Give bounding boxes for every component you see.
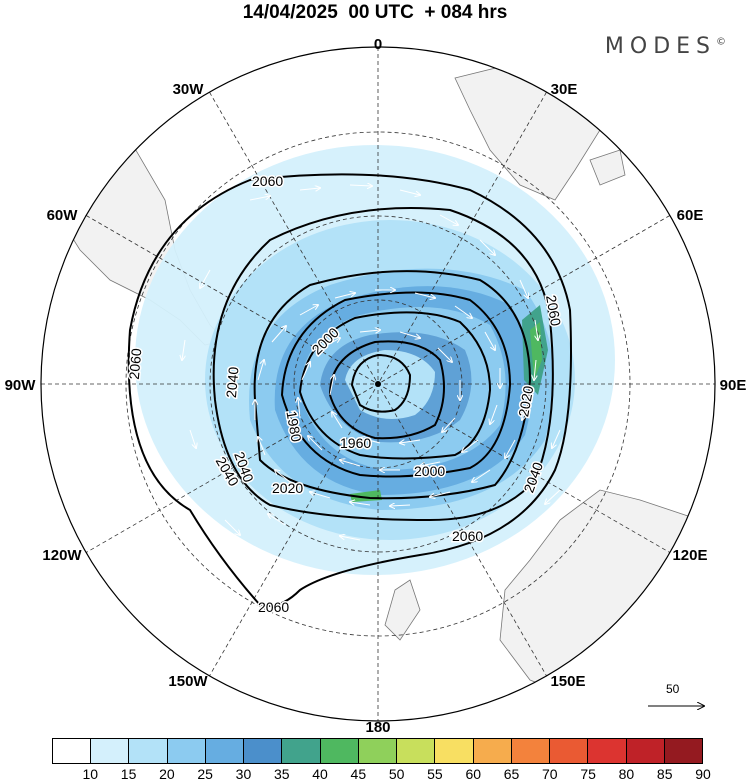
lon-label-30w: 30W	[173, 81, 205, 98]
colorbar-cell	[626, 739, 665, 763]
colorbar-cell	[244, 739, 283, 763]
colorbar-cell	[129, 739, 168, 763]
reference-vector-arrow	[648, 682, 720, 714]
new-zealand	[384, 579, 421, 641]
colorbar-tick-label: 75	[580, 766, 596, 782]
contour-2040	[212, 207, 554, 522]
contour-label: 1980	[283, 410, 304, 444]
contour-label: 2060	[252, 173, 283, 189]
brand-text: MODES	[604, 34, 716, 59]
colorbar-cell	[91, 739, 130, 763]
contour-label: 1960	[340, 435, 371, 451]
lon-label-150w: 150W	[168, 673, 208, 690]
reference-vector-label: 50	[666, 682, 680, 696]
colorbar-cell	[167, 739, 206, 763]
height-contours	[127, 173, 572, 607]
contour-label: 2000	[414, 463, 445, 479]
colorbar-tick-label: 70	[542, 766, 558, 782]
colorbar-tick-label: 40	[312, 766, 328, 782]
colorbar-tick-label: 90	[695, 766, 711, 782]
colorbar-tick-label: 60	[465, 766, 482, 782]
lon-label-0: 0	[374, 36, 382, 53]
colorbar-tick-label: 85	[656, 766, 673, 782]
contour-1940	[350, 353, 412, 413]
wind-vectors	[182, 185, 561, 541]
map-title: 14/04/2025 00 UTC + 084 hrs	[242, 2, 508, 23]
madagascar	[589, 149, 626, 186]
colorbar-tick-label: 55	[427, 766, 443, 782]
lon-label-150e: 150E	[550, 673, 585, 690]
colorbar-cell	[511, 739, 551, 763]
longitude-labels: 0 30E 60E 90E 120E 150E 180 150W 120W 90…	[5, 36, 747, 736]
colorbar-cell	[664, 739, 702, 763]
colorbar-tick-label: 80	[618, 766, 635, 782]
colorbar-labels: 10 15 20 25 30 35 40 45 50 55 60 65 70 75 80 85 90	[52, 766, 710, 782]
polar-map: 2060 2060 2060 2060 2060 2040 2040 2040 …	[5, 36, 747, 736]
colorbar-cell	[550, 739, 589, 763]
colorbar-cell	[397, 739, 436, 763]
colorbar-cell	[588, 739, 627, 763]
colorbar-cell	[320, 739, 359, 763]
colorbar-tick-label: 30	[235, 766, 252, 782]
colorbar-cell	[53, 739, 92, 763]
contour-1980	[298, 311, 492, 460]
colorbar-cell	[435, 739, 474, 763]
contour-2060	[127, 173, 572, 607]
colorbar-tick-label: 35	[273, 766, 290, 782]
lon-label-90e: 90E	[720, 377, 747, 394]
lon-label-60w: 60W	[47, 207, 79, 224]
contour-label: 2060	[126, 347, 145, 380]
colorbar-tick-label: 50	[388, 766, 405, 782]
colorbar-tick-label: 65	[503, 766, 520, 782]
contour-label-group: 2060 2060 2060 2060 2060 2040 2040 2040 …	[124, 172, 565, 617]
contour-label: 2020	[272, 480, 303, 496]
colorbar-tick-label: 15	[120, 766, 137, 782]
pole-marker	[375, 381, 381, 387]
colorbar-cell	[358, 739, 398, 763]
colorbar-tick-label: 20	[159, 766, 175, 782]
colorbar-tick-label: 45	[350, 766, 367, 782]
wind-speed-shading	[135, 145, 615, 575]
colorbar-tick-label: 10	[82, 766, 99, 782]
colorbar-tick-label: 25	[197, 766, 213, 782]
brand-logo: MODES©	[605, 34, 726, 59]
contour-2020	[253, 270, 532, 500]
lon-label-30e: 30E	[551, 81, 578, 98]
colorbar-cell	[473, 739, 512, 763]
contour-label: 2040	[223, 366, 242, 399]
copyright-mark: ©	[716, 36, 726, 48]
colorbar	[52, 738, 703, 764]
colorbar-cell	[205, 739, 245, 763]
lon-label-90w: 90W	[5, 377, 37, 394]
lon-label-120w: 120W	[42, 547, 82, 564]
contour-2000	[280, 291, 512, 478]
contour-label: 2060	[258, 599, 289, 615]
contour-1960	[328, 340, 445, 440]
colorbar-cell	[282, 739, 321, 763]
lon-label-180: 180	[365, 719, 390, 736]
contour-label: 2060	[452, 528, 483, 544]
lon-label-120e: 120E	[672, 547, 707, 564]
map-boundary	[40, 46, 716, 722]
lon-label-60e: 60E	[677, 207, 704, 224]
